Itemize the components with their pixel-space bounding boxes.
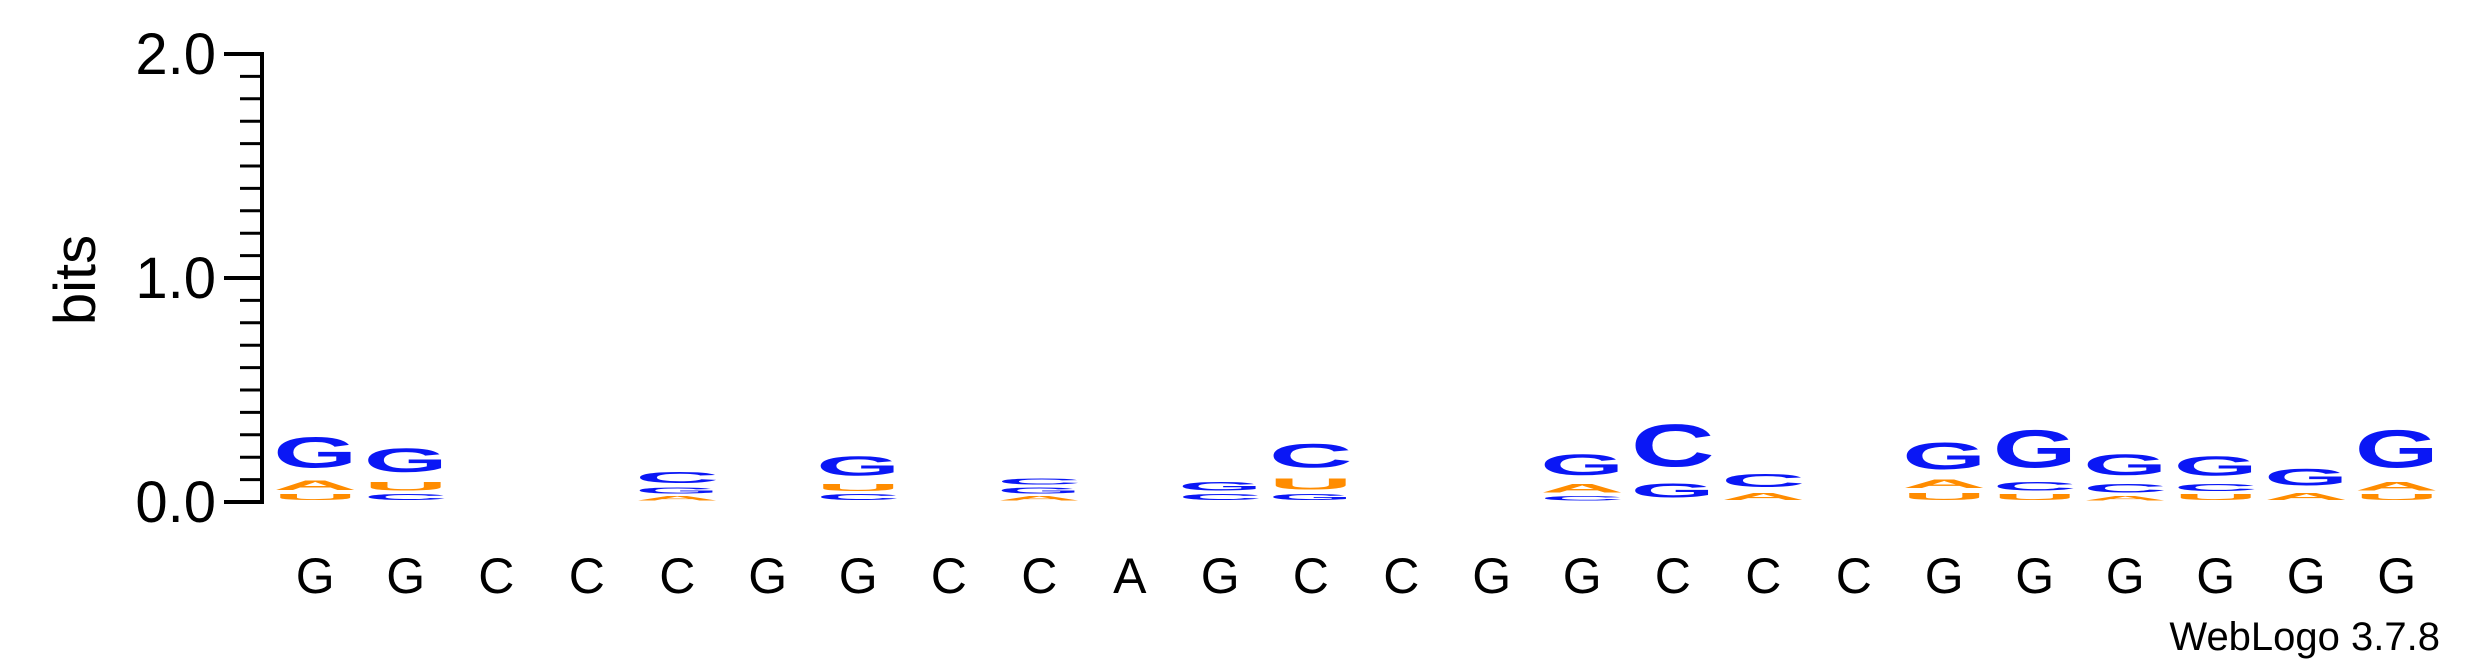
x-tick-label: C <box>659 548 695 604</box>
logo-letter-g: G <box>1902 435 1986 477</box>
logo-letter-c: C <box>1721 471 1805 491</box>
logo-letter-a: A <box>1540 482 1624 495</box>
logo-letter-c: C <box>816 493 900 502</box>
x-tick-label: G <box>2015 548 2054 604</box>
logo-letter-g: G <box>1631 480 1715 502</box>
logo-letter-g: G <box>273 428 357 477</box>
x-tick-label: C <box>1836 548 1872 604</box>
x-tick-label: G <box>2287 548 2326 604</box>
y-axis: 0.0 1.0 2.0 <box>135 22 264 535</box>
x-tick-label: C <box>1293 548 1329 604</box>
logo-letter-g: G <box>635 486 719 495</box>
logo-letter-u: U <box>1269 475 1353 493</box>
logo-letter-g: G <box>816 450 900 481</box>
logo-letter-c: C <box>1269 437 1353 475</box>
logo-letter-c: C <box>1993 480 2077 493</box>
x-tick-label: C <box>1655 548 1691 604</box>
logo-letter-u: U <box>816 482 900 493</box>
logo-letter-c: C <box>364 493 448 502</box>
logo-letter-a: A <box>1902 477 1986 490</box>
logo-letter-u: U <box>364 480 448 493</box>
x-tick-label: G <box>839 548 878 604</box>
x-tick-label: G <box>1472 548 1511 604</box>
logo-letter-a: A <box>2264 491 2348 502</box>
x-tick-label: G <box>2196 548 2235 604</box>
logo-letter-g: G <box>1540 448 1624 482</box>
weblogo-credit: WebLogo 3.7.8 <box>2169 615 2440 659</box>
x-tick-label: G <box>296 548 335 604</box>
y-tick-label: 2.0 <box>135 22 216 87</box>
x-tick-label: A <box>1113 548 1147 604</box>
logo-letter-a: A <box>273 477 357 493</box>
x-tick-label: G <box>1563 548 1602 604</box>
x-tick-label: G <box>2106 548 2145 604</box>
x-tick-label: G <box>1925 548 1964 604</box>
logo-letter-a: A <box>635 495 719 502</box>
logo-letter-u: U <box>2355 493 2439 502</box>
logo-letter-g: G <box>1993 420 2077 480</box>
x-tick-label: C <box>478 548 514 604</box>
x-tick-label: C <box>1383 548 1419 604</box>
logo-letter-g: G <box>2264 464 2348 491</box>
logo-letter-a: A <box>997 495 1081 502</box>
logo-letter-a: A <box>1721 491 1805 502</box>
logo-stacks: UAGCUGAGCCUGAGCCGGUCCAGGCACUAGUCGACGUCGA… <box>273 412 2439 502</box>
x-tick-label: G <box>2377 548 2416 604</box>
logo-letter-g: G <box>2174 450 2258 481</box>
logo-letter-u: U <box>2174 493 2258 502</box>
x-tick-label: C <box>1021 548 1057 604</box>
x-tick-label: C <box>569 548 605 604</box>
logo-letter-c: C <box>1178 493 1262 502</box>
x-tick-label: C <box>1745 548 1781 604</box>
y-tick-label: 0.0 <box>135 470 216 535</box>
logo-letter-g: G <box>1269 493 1353 502</box>
logo-letter-c: C <box>2083 482 2167 495</box>
logo-letter-g: G <box>2083 448 2167 482</box>
logo-letter-g: G <box>2355 420 2439 480</box>
logo-letter-g: G <box>1178 480 1262 493</box>
logo-letter-g: G <box>364 442 448 480</box>
x-tick-label: G <box>386 548 425 604</box>
logo-letter-g: G <box>997 486 1081 495</box>
logo-letter-u: U <box>1993 493 2077 502</box>
logo-letter-c: C <box>2174 482 2258 493</box>
logo-letter-a: A <box>2083 495 2167 502</box>
logo-letter-c: C <box>1540 495 1624 502</box>
x-tick-label: G <box>1201 548 1240 604</box>
logo-letter-c: C <box>997 477 1081 486</box>
y-axis-title: bits <box>43 235 108 325</box>
logo-letter-a: A <box>2355 480 2439 493</box>
logo-letter-u: U <box>1902 491 1986 502</box>
logo-letter-c: C <box>635 468 719 486</box>
y-tick-label: 1.0 <box>135 246 216 311</box>
logo-letter-u: U <box>273 493 357 502</box>
x-tick-label: C <box>931 548 967 604</box>
x-tick-label: G <box>748 548 787 604</box>
logo-letter-c: C <box>1631 412 1715 479</box>
